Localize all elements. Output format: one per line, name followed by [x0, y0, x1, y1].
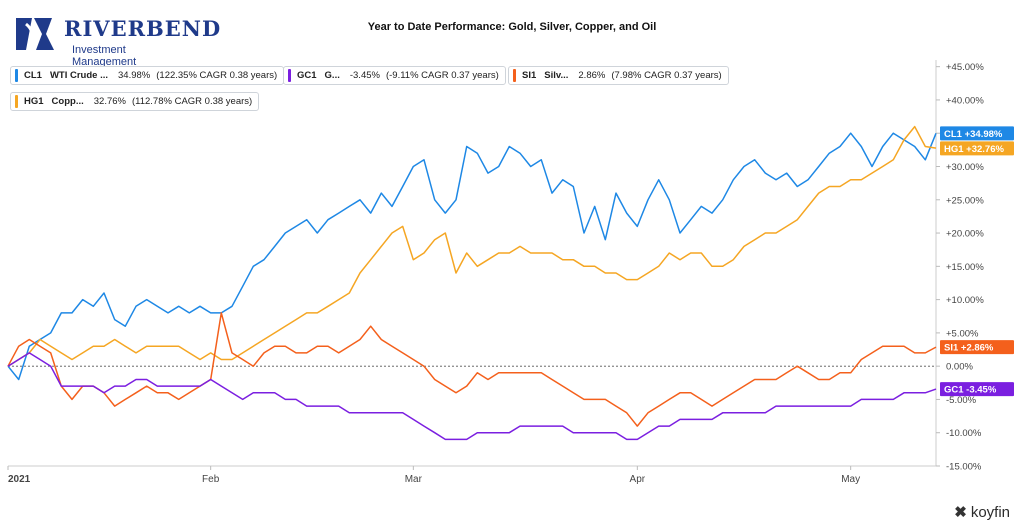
legend-swatch [15, 69, 18, 82]
y-tick-label: -15.00% [946, 462, 982, 473]
legend-value: 34.98% [118, 70, 151, 81]
chart-title: Year to Date Performance: Gold, Silver, … [367, 21, 657, 33]
y-tick-label: -10.00% [946, 428, 982, 439]
legend-ticker: HG1 [24, 96, 44, 107]
riverbend-logo: RIVERBEND Investment Management [12, 12, 220, 68]
end-label-box-gc1 [940, 382, 1014, 397]
x-tick-label: 2021 [8, 474, 31, 485]
legend-detail: (7.98% CAGR 0.37 years) [611, 70, 722, 81]
series-line-hg1 [7, 125, 937, 367]
end-label-si1: SI1 +2.86% [944, 343, 994, 354]
legend-name: Copp... [51, 96, 84, 107]
y-tick-label: +5.00% [946, 328, 979, 339]
y-tick-label: +15.00% [946, 262, 984, 273]
legend-detail: (-9.11% CAGR 0.37 years) [385, 70, 499, 81]
y-tick-label: 0.00% [946, 362, 973, 373]
logo-name: RIVERBEND [64, 16, 222, 41]
logo-subtitle: Investment Management [72, 44, 137, 68]
legend-ticker: SI1 [522, 70, 537, 81]
legend-name: Silv... [544, 70, 569, 81]
legend-item-gc1[interactable]: GC1 G... -3.45% (-9.11% CAGR 0.37 years) [283, 66, 506, 85]
y-tick-label: +40.00% [946, 95, 984, 106]
series-line-si1 [7, 312, 937, 427]
legend-detail: (112.78% CAGR 0.38 years) [131, 96, 253, 107]
end-label-box-si1 [940, 340, 1014, 355]
y-tick-label: +25.00% [946, 195, 984, 206]
y-tick-label: +10.00% [946, 295, 984, 306]
legend-swatch [288, 69, 291, 82]
legend-swatch [15, 95, 18, 108]
end-label-hg1: HG1 +32.76% [944, 144, 1004, 155]
brand-name: koyfin [970, 503, 1010, 521]
legend-item-hg1[interactable]: HG1 Copp... 32.76% (112.78% CAGR 0.38 ye… [10, 92, 260, 111]
series-line-cl1 [7, 132, 937, 381]
legend-item-si1[interactable]: SI1 Silv... 2.86% (7.98% CAGR 0.37 years… [508, 66, 729, 85]
legend-swatch [513, 69, 516, 82]
legend-item-cl1[interactable]: CL1 WTI Crude ... 34.98% (122.35% CAGR 0… [10, 66, 285, 85]
koyfin-k-icon: ✖ [954, 504, 967, 521]
y-tick-label: +30.00% [946, 162, 984, 173]
riverbend-logo-mark-icon [16, 18, 54, 50]
end-label-box-cl1 [940, 126, 1014, 141]
end-label-box-hg1 [940, 141, 1014, 156]
y-tick-label: +20.00% [946, 229, 984, 240]
series-line-gc1 [7, 352, 937, 441]
legend-ticker: GC1 [297, 70, 317, 81]
y-tick-label: +45.00% [946, 62, 984, 73]
legend-value: -3.45% [349, 70, 380, 81]
legend-name: WTI Crude ... [49, 70, 109, 81]
x-tick-label: May [841, 474, 860, 485]
x-tick-label: Mar [405, 474, 423, 485]
y-tick-label: -5.00% [946, 395, 977, 406]
legend-name: G... [324, 70, 340, 81]
koyfin-brand: ✖ koyfin [954, 503, 1010, 522]
legend-detail: (122.35% CAGR 0.38 years) [156, 70, 278, 81]
x-tick-label: Feb [202, 474, 220, 485]
end-label-gc1: GC1 -3.45% [944, 385, 997, 396]
end-label-cl1: CL1 +34.98% [944, 129, 1003, 140]
legend-ticker: CL1 [24, 70, 42, 81]
legend-value: 32.76% [93, 96, 126, 107]
legend-value: 2.86% [578, 70, 606, 81]
x-tick-label: Apr [630, 474, 646, 485]
